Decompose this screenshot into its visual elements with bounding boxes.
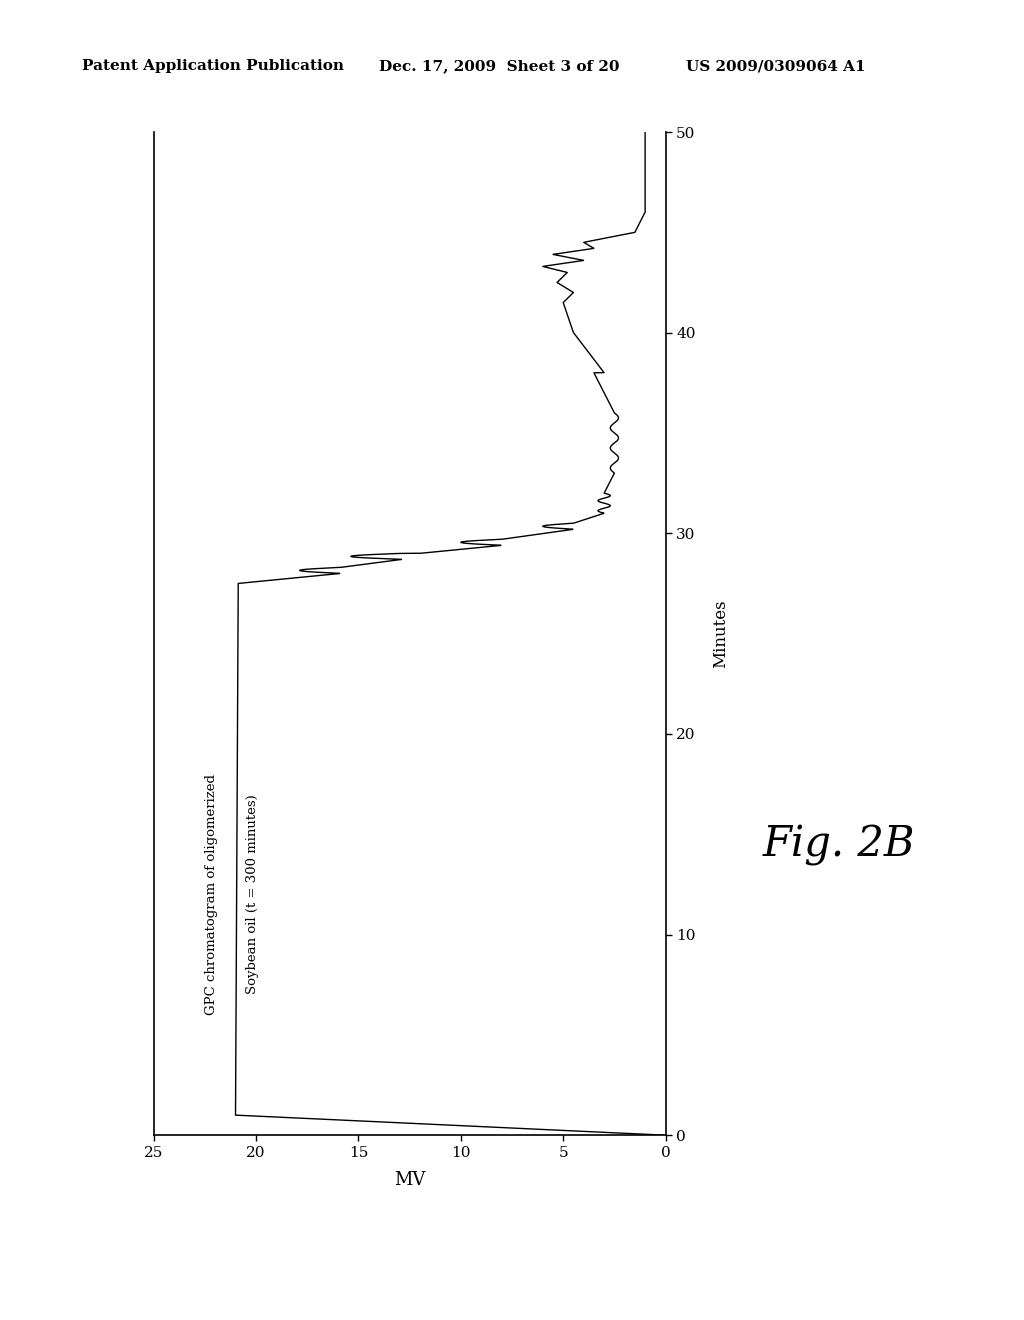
- Text: US 2009/0309064 A1: US 2009/0309064 A1: [686, 59, 865, 74]
- Text: Soybean oil (t = 300 minutes): Soybean oil (t = 300 minutes): [246, 795, 259, 994]
- Y-axis label: Minutes: Minutes: [712, 599, 729, 668]
- Text: Patent Application Publication: Patent Application Publication: [82, 59, 344, 74]
- Text: Dec. 17, 2009  Sheet 3 of 20: Dec. 17, 2009 Sheet 3 of 20: [379, 59, 620, 74]
- Text: GPC chromatogram of oligomerized: GPC chromatogram of oligomerized: [205, 774, 218, 1015]
- Text: Fig. 2B: Fig. 2B: [763, 824, 915, 866]
- X-axis label: MV: MV: [394, 1171, 425, 1189]
